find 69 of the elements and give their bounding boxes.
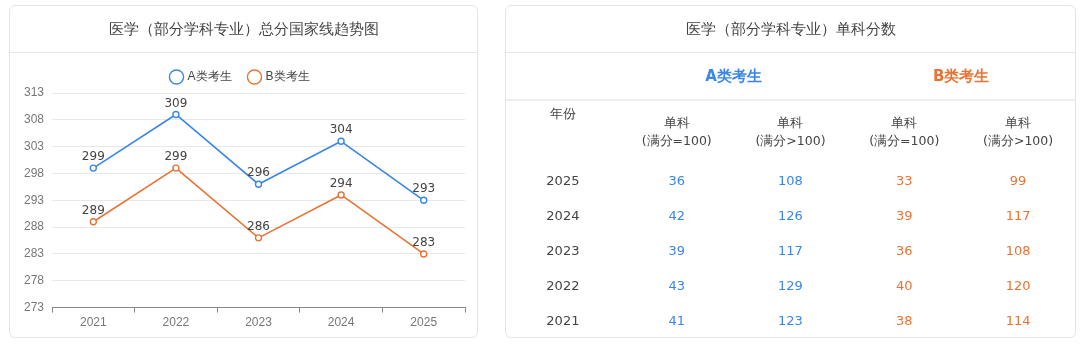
point <box>337 191 345 199</box>
data-label: 36 <box>895 241 914 260</box>
legend-label: A类考生 <box>187 69 232 84</box>
data-label: 99 <box>1008 171 1028 190</box>
text: A类考生 <box>619 53 848 100</box>
data-label: 299 <box>81 149 105 164</box>
x-tick-label: 2021 <box>79 315 107 330</box>
x-tick-label: 2025 <box>410 315 438 330</box>
y-tick-label: 308 <box>23 112 45 127</box>
data-label: 117 <box>1004 206 1032 225</box>
data-label: 33 <box>895 171 914 190</box>
data-label: 41 <box>667 311 686 330</box>
y-tick-label: 2023 <box>545 241 581 260</box>
point <box>254 234 263 242</box>
y-tick-label: 303 <box>23 138 45 153</box>
data-label: 43 <box>667 276 686 295</box>
point <box>254 180 263 188</box>
x-tick-label: 单科 (满分>100) <box>754 114 827 150</box>
x-tick-label: 单科 (满分>100) <box>982 114 1055 150</box>
y-tick-label: 278 <box>23 273 45 288</box>
x-tick-label: 2024 <box>327 315 355 330</box>
data-label: 38 <box>895 311 914 330</box>
point <box>337 137 345 145</box>
data-label: 129 <box>777 276 804 295</box>
data-label: 42 <box>667 206 686 225</box>
legend-label: B类考生 <box>265 69 310 84</box>
data-label: 123 <box>777 311 804 330</box>
y-axis-title: 年份 <box>548 105 577 123</box>
data-label: 304 <box>329 122 353 137</box>
x-tick-label: 2022 <box>162 315 190 330</box>
data-label: 39 <box>667 241 686 260</box>
x-tick-label: 2023 <box>245 315 273 330</box>
x-tick-label: 单科 (满分=100) <box>868 114 941 150</box>
data-label: 36 <box>667 171 686 190</box>
data-label: 294 <box>329 176 353 191</box>
point <box>89 164 98 172</box>
data-label: 299 <box>164 149 188 164</box>
data-label: 286 <box>247 218 270 233</box>
y-tick-label: 2022 <box>545 276 581 295</box>
y-tick-label: 313 <box>23 85 45 100</box>
text: B类考生 <box>847 53 1075 100</box>
point <box>172 110 180 119</box>
point <box>89 218 98 226</box>
y-tick-label: 298 <box>23 165 45 180</box>
point <box>420 196 428 204</box>
data-label: 293 <box>412 181 436 196</box>
chart-title: 医学（部分学科专业）总分国家线趋势图 <box>10 6 477 53</box>
point <box>172 164 180 172</box>
data-label: 114 <box>1004 311 1032 330</box>
point <box>420 250 428 258</box>
y-tick-label: 2025 <box>545 171 581 190</box>
data-label: 126 <box>777 206 804 225</box>
data-label: 289 <box>81 202 105 217</box>
y-tick-label: 283 <box>23 246 45 261</box>
x-tick-label: 单科 (满分=100) <box>640 114 713 150</box>
data-label: 117 <box>777 241 804 260</box>
data-label: 40 <box>895 276 914 295</box>
data-label: 120 <box>1004 276 1032 295</box>
data-label: 283 <box>412 235 436 250</box>
chart-title: 医学（部分学科专业）单科分数 <box>506 6 1075 53</box>
y-tick-label: 273 <box>23 299 45 314</box>
data-label: 296 <box>247 165 270 180</box>
data-label: 108 <box>1004 241 1032 260</box>
y-tick-label: 293 <box>23 192 45 207</box>
data-label: 309 <box>164 95 188 110</box>
y-tick-label: 2024 <box>545 206 581 225</box>
y-tick-label: 288 <box>23 219 45 234</box>
data-label: 108 <box>777 171 804 190</box>
data-label: 39 <box>895 206 914 225</box>
